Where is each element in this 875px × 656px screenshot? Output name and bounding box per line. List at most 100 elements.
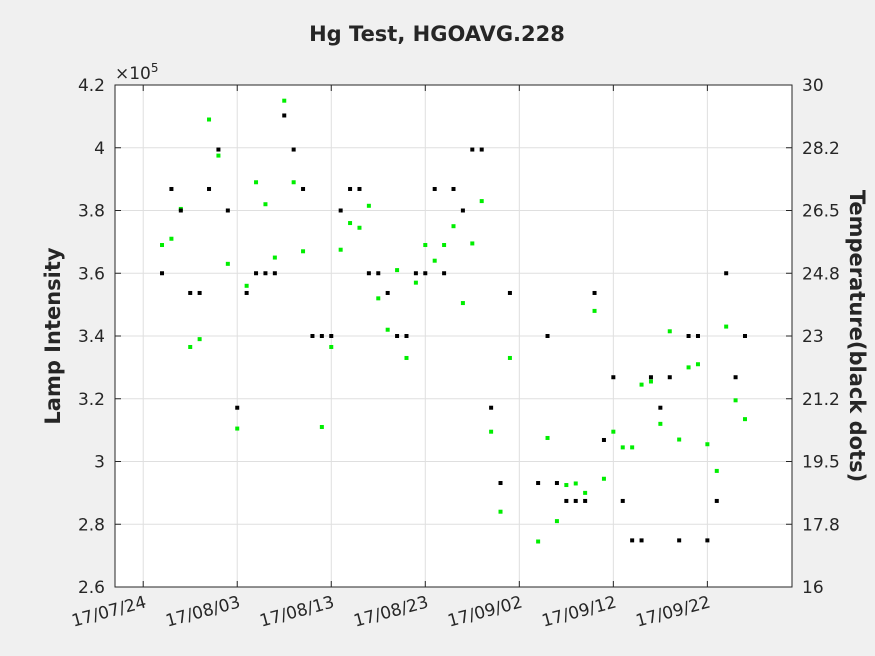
intensity-point [470, 241, 475, 246]
intensity-point [451, 224, 456, 229]
y-right-tick-labels: 16 17.8 19.5 21.2 23 24.8 26.5 28.2 30 [802, 76, 840, 598]
temperature-point [413, 271, 418, 276]
temperature-point [432, 186, 437, 191]
intensity-point [507, 355, 512, 360]
intensity-point [460, 301, 465, 306]
temperature-point [404, 334, 409, 338]
y-left-label: Lamp Intensity [41, 247, 65, 425]
temperature-point [677, 538, 682, 543]
temperature-point [254, 271, 259, 276]
temperature-point [695, 334, 700, 338]
intensity-point [536, 539, 541, 544]
temperature-point [376, 271, 381, 276]
temperature-point [272, 271, 277, 276]
temperature-point [592, 290, 597, 295]
temperature-point [244, 290, 249, 295]
y-left-exponent: ×105 [115, 61, 159, 84]
temperature-point [225, 208, 230, 213]
intensity-point [169, 236, 174, 241]
intensity-point [573, 481, 578, 486]
intensity-point [188, 344, 193, 349]
intensity-point [658, 421, 663, 426]
temperature-point [620, 498, 625, 503]
temperature-point [348, 186, 353, 191]
temperature-point [573, 498, 578, 503]
intensity-point [742, 417, 747, 422]
y-right-tick-label: 23 [802, 327, 824, 347]
intensity-point [423, 243, 428, 248]
temperature-point [639, 538, 644, 543]
temperature-point [451, 186, 456, 191]
intensity-point [301, 249, 306, 254]
temperature-point [442, 271, 447, 276]
intensity-point [686, 365, 691, 370]
intensity-point [714, 468, 719, 473]
intensity-point [592, 308, 597, 313]
y-left-tick-labels: 2.6 2.8 3 3.2 3.4 3.6 3.8 4 4.2 [78, 76, 105, 598]
intensity-point [413, 280, 418, 285]
y-left-tick-label: 3.4 [78, 327, 105, 347]
intensity-point [545, 435, 550, 440]
intensity-point [338, 247, 343, 252]
intensity-point [207, 117, 212, 122]
intensity-point [282, 98, 287, 103]
temperature-point [188, 290, 193, 295]
y-left-tick-label: 4.2 [78, 76, 105, 96]
temperature-point [705, 538, 710, 543]
intensity-point [395, 268, 400, 273]
temperature-point [601, 437, 606, 442]
temperature-point [366, 271, 371, 276]
temperature-point [385, 290, 390, 295]
intensity-point [479, 199, 484, 204]
temperature-point [611, 375, 616, 380]
temperature-point [714, 498, 719, 503]
y-right-tick-label: 24.8 [802, 264, 840, 284]
intensity-point [724, 324, 729, 329]
intensity-point [630, 445, 635, 450]
intensity-point [648, 379, 653, 384]
temperature-point [648, 375, 653, 380]
intensity-point [601, 476, 606, 481]
temperature-point [423, 271, 428, 276]
temperature-point [291, 147, 296, 152]
intensity-point [254, 180, 259, 185]
intensity-point [489, 429, 494, 434]
data-points [160, 98, 747, 544]
y-left-tick-label: 3.8 [78, 202, 105, 222]
intensity-point [225, 261, 230, 266]
y-right-tick-label: 30 [802, 76, 824, 96]
temperature-point [583, 498, 588, 503]
intensity-point [197, 337, 202, 342]
intensity-point [291, 180, 296, 185]
temperature-point [395, 334, 400, 338]
temperature-point [742, 334, 747, 338]
intensity-point [160, 243, 165, 248]
intensity-point [677, 437, 682, 442]
y-right-tick-label: 19.5 [802, 453, 840, 473]
intensity-point [385, 327, 390, 332]
intensity-point [611, 429, 616, 434]
temperature-point [207, 186, 212, 191]
intensity-point [357, 225, 362, 230]
y-right-label: Temperature(black dots) [845, 190, 869, 482]
temperature-point [658, 405, 663, 410]
temperature-point [197, 290, 202, 295]
intensity-point [442, 243, 447, 248]
temperature-point [733, 375, 738, 380]
temperature-point [470, 147, 475, 152]
temperature-point [329, 334, 334, 338]
intensity-point [554, 519, 559, 524]
intensity-point [404, 355, 409, 360]
intensity-point [564, 483, 569, 488]
intensity-point [216, 153, 221, 158]
y-right-tick-label: 28.2 [802, 139, 840, 159]
temperature-point [507, 290, 512, 295]
intensity-point [432, 258, 437, 263]
intensity-point [376, 296, 381, 301]
intensity-point [705, 442, 710, 447]
intensity-point [244, 283, 249, 288]
intensity-point [366, 203, 371, 208]
intensity-point [272, 255, 277, 260]
temperature-point [479, 147, 484, 152]
